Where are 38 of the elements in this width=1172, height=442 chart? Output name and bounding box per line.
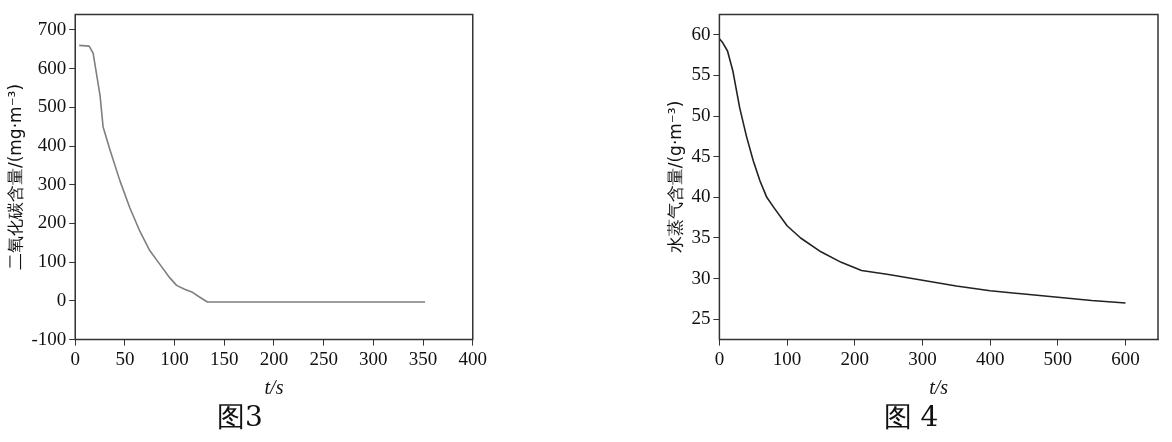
x-tick-label: 300 [359,347,388,369]
text: 图 4 [883,400,939,434]
y-tick-label: 200 [37,211,67,233]
y-tick-label: 30 [691,266,711,288]
y-axis-title: 水蒸气含量/(g·m⁻³) [664,100,685,254]
y-tick-label: 45 [691,144,711,166]
text: 图3 [217,400,263,434]
y-tick-label: 60 [691,22,711,44]
y-tick-label: 100 [37,250,67,272]
x-tick-label: 400 [458,347,487,369]
x-tick-label: 100 [160,347,189,369]
x-tick-label: 600 [1111,347,1140,369]
y-tick-label: 40 [691,185,711,207]
y-tick-label: 0 [56,288,67,310]
y-tick-label: 50 [691,104,711,126]
x-tick-label: 200 [259,347,289,369]
x-axis-title: t/s [264,375,284,398]
y-tick-label: 400 [37,134,67,156]
y-tick-label: -100 [31,327,67,349]
x-tick-label: 0 [714,347,725,369]
x-tick-label: 150 [210,347,239,369]
x-tick-label: 500 [1043,347,1073,369]
x-tick-label: 300 [908,347,937,369]
y-tick-label: 600 [37,56,67,78]
x-tick-label: 400 [975,347,1005,369]
x-tick-label: 100 [772,347,802,369]
y-axis-title: 二氧化碳含量/(mg·m⁻³) [4,83,25,271]
y-tick-label: 25 [691,307,711,329]
x-tick-label: 200 [840,347,870,369]
y-tick-label: 35 [691,225,711,247]
x-tick-label: 350 [408,347,438,369]
x-tick-label: 250 [309,347,338,369]
y-tick-label: 700 [37,17,67,39]
x-tick-label: 50 [115,347,135,369]
y-tick-label: 500 [37,95,67,117]
y-tick-label: 55 [691,63,711,85]
y-tick-label: 300 [37,172,67,194]
x-axis-title: t/s [929,375,949,398]
